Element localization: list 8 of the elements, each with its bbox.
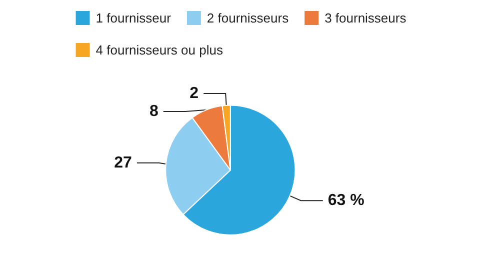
legend-label: 4 fournisseurs ou plus bbox=[96, 42, 224, 58]
legend-label: 2 fournisseurs bbox=[206, 10, 290, 26]
data-label: 8 bbox=[149, 102, 158, 120]
data-label: 2 bbox=[190, 84, 199, 102]
data-label: 63 % bbox=[328, 192, 364, 210]
data-label: 27 bbox=[114, 154, 132, 172]
legend-label: 1 fournisseur bbox=[96, 10, 172, 26]
legend-label: 3 fournisseurs bbox=[324, 10, 407, 26]
